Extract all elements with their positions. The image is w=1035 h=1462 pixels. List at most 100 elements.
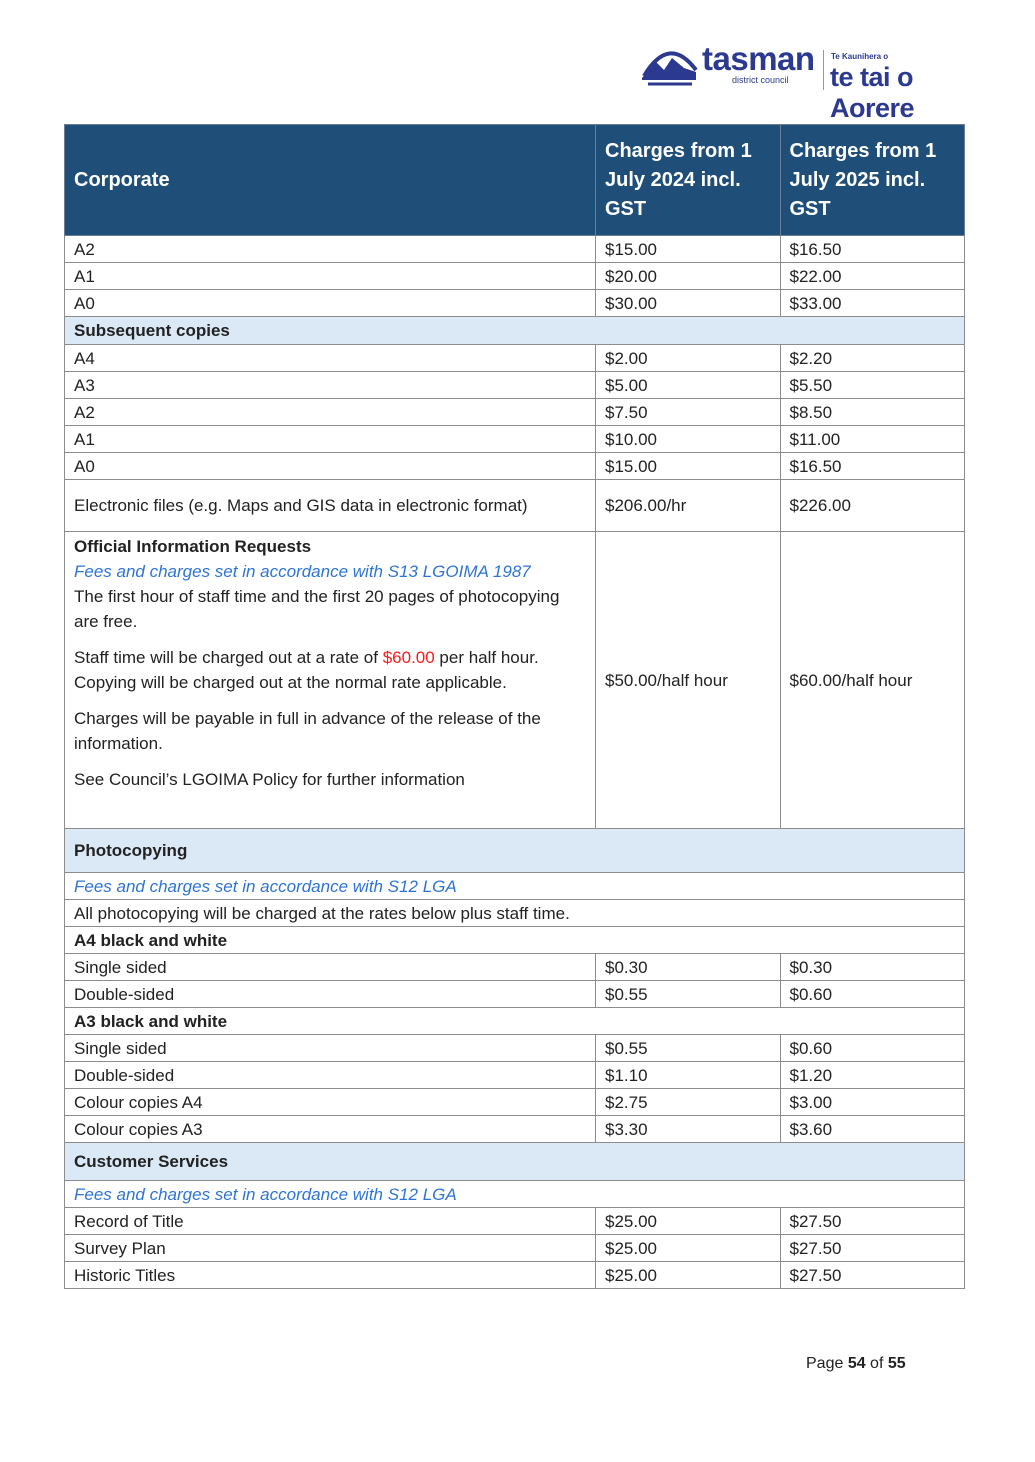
oir-title: Official Information Requests: [74, 537, 312, 556]
charge-2024: $2.00: [595, 344, 781, 372]
row-label: A1: [64, 425, 596, 453]
row-label: Electronic files (e.g. Maps and GIS data…: [64, 479, 596, 532]
row-label: Single sided: [64, 953, 596, 981]
page-prefix: Page: [806, 1355, 848, 1372]
charge-2025: $3.60: [779, 1115, 965, 1143]
charge-2024: $0.55: [595, 1034, 781, 1062]
charge-2024: $0.55: [595, 980, 781, 1008]
section-header: Subsequent copies: [64, 316, 965, 345]
oir-rate: $60.00: [382, 648, 435, 667]
charge-2024: $206.00/hr: [595, 479, 781, 532]
mountain-logo-icon: [642, 51, 698, 86]
section-title: Customer Services: [64, 1142, 965, 1181]
oir-description: Official Information Requests Fees and ch…: [64, 531, 596, 829]
table-row: A1 $20.00 $22.00: [64, 262, 965, 290]
table-row: A4 $2.00 $2.20: [64, 344, 965, 372]
charge-2025: $3.00: [779, 1088, 965, 1116]
charge-2025: $0.60: [779, 1034, 965, 1062]
logo-divider: [823, 50, 824, 90]
charge-2024: $5.00: [595, 371, 781, 399]
charge-2024: $1.10: [595, 1061, 781, 1089]
charge-2025: $5.50: [779, 371, 965, 399]
table-row: Double-sided $0.55 $0.60: [64, 980, 965, 1008]
oir-legislation-link[interactable]: Fees and charges set in accordance with …: [74, 562, 531, 581]
charge-2025: $2.20: [779, 344, 965, 372]
logo-maori: te tai o Aorere: [830, 62, 915, 123]
charge-2025: $27.50: [779, 1207, 965, 1235]
row-label: A1: [64, 262, 596, 290]
oir-row: Official Information Requests Fees and ch…: [64, 531, 965, 829]
table-row: A2 $15.00 $16.50: [64, 235, 965, 263]
table-row: Historic Titles $25.00 $27.50: [64, 1261, 965, 1289]
section-header: Customer Services: [64, 1142, 965, 1181]
charge-2025: $22.00: [779, 262, 965, 290]
table-row: Single sided $0.30 $0.30: [64, 953, 965, 981]
charge-2025: $27.50: [779, 1234, 965, 1262]
charge-2025: $1.20: [779, 1061, 965, 1089]
charge-2025: $16.50: [779, 235, 965, 263]
fees-table: Corporate Charges from 1 July 2024 incl.…: [64, 124, 965, 1289]
row-label: Survey Plan: [64, 1234, 596, 1262]
charge-2024: $25.00: [595, 1207, 781, 1235]
row-label: Single sided: [64, 1034, 596, 1062]
oir-payment-text: Charges will be payable in full in advan…: [74, 709, 541, 753]
legislation-cell: Fees and charges set in accordance with …: [64, 1180, 965, 1208]
table-row: A1 $10.00 $11.00: [64, 425, 965, 453]
table-header: Corporate Charges from 1 July 2024 incl.…: [64, 124, 965, 236]
charge-2024: $30.00: [595, 289, 781, 317]
legislation-link[interactable]: Fees and charges set in accordance with …: [74, 1184, 457, 1204]
note-text: All photocopying will be charged at the …: [64, 899, 965, 927]
table-row: A2 $7.50 $8.50: [64, 398, 965, 426]
subsection-title: A4 black and white: [64, 926, 965, 954]
charge-2024: $7.50: [595, 398, 781, 426]
page-number: Page 54 of 55: [806, 1355, 906, 1373]
charge-2024: $2.75: [595, 1088, 781, 1116]
table-row: Colour copies A4 $2.75 $3.00: [64, 1088, 965, 1116]
subsection-title: A3 black and white: [64, 1007, 965, 1035]
charge-2024: $3.30: [595, 1115, 781, 1143]
row-label: Colour copies A4: [64, 1088, 596, 1116]
charge-2024: $0.30: [595, 953, 781, 981]
subsection-header: A3 black and white: [64, 1007, 965, 1035]
oir-staff-time-text: Staff time will be charged out at a rate…: [74, 645, 586, 695]
charge-2024: $25.00: [595, 1261, 781, 1289]
legislation-link[interactable]: Fees and charges set in accordance with …: [74, 876, 457, 896]
note-row: All photocopying will be charged at the …: [64, 899, 965, 927]
row-label: A2: [64, 235, 596, 263]
header-2025: Charges from 1 July 2025 incl. GST: [779, 124, 965, 236]
table-row: Record of Title $25.00 $27.50: [64, 1207, 965, 1235]
charge-2025: $226.00: [779, 479, 965, 532]
legislation-cell: Fees and charges set in accordance with …: [64, 872, 965, 900]
table-row: Electronic files (e.g. Maps and GIS data…: [64, 479, 965, 532]
oir-free-text: The first hour of staff time and the fir…: [74, 587, 560, 631]
row-label: A2: [64, 398, 596, 426]
table-row: Double-sided $1.10 $1.20: [64, 1061, 965, 1089]
charge-2025: $16.50: [779, 452, 965, 480]
section-title: Photocopying: [64, 828, 965, 873]
row-label: A0: [64, 452, 596, 480]
row-label: Record of Title: [64, 1207, 596, 1235]
page-of: of: [865, 1355, 888, 1372]
charge-2025: $60.00/half hour: [779, 531, 965, 829]
charge-2025: $11.00: [779, 425, 965, 453]
row-label: Colour copies A3: [64, 1115, 596, 1143]
section-title: Subsequent copies: [64, 316, 965, 345]
charge-2025: $0.30: [779, 953, 965, 981]
table-row: A0 $30.00 $33.00: [64, 289, 965, 317]
row-label: A0: [64, 289, 596, 317]
charge-2024: $10.00: [595, 425, 781, 453]
page-total: 55: [887, 1355, 906, 1372]
charge-2024: $15.00: [595, 452, 781, 480]
table-row: Colour copies A3 $3.30 $3.60: [64, 1115, 965, 1143]
charge-2024: $50.00/half hour: [595, 531, 781, 829]
header-corporate: Corporate: [64, 124, 596, 236]
legislation-row: Fees and charges set in accordance with …: [64, 1180, 965, 1208]
legislation-row: Fees and charges set in accordance with …: [64, 872, 965, 900]
tasman-logo: tasman district council Te Kaunihera o t…: [640, 40, 1002, 123]
row-label: A4: [64, 344, 596, 372]
table-row: A0 $15.00 $16.50: [64, 452, 965, 480]
charge-2025: $33.00: [779, 289, 965, 317]
row-label: Double-sided: [64, 980, 596, 1008]
row-label: A3: [64, 371, 596, 399]
charge-2024: $25.00: [595, 1234, 781, 1262]
